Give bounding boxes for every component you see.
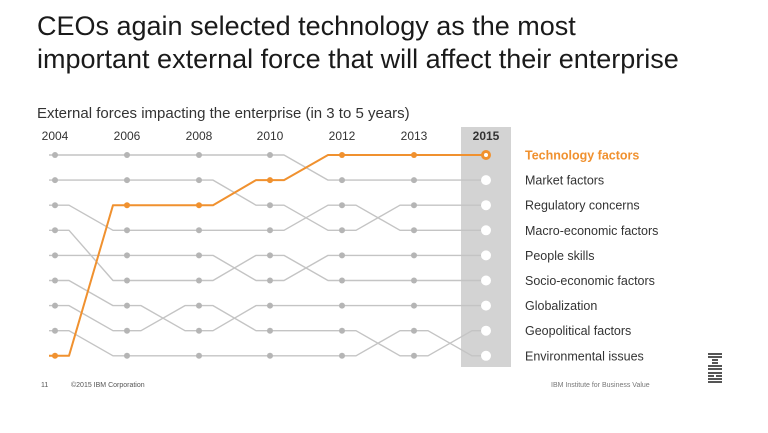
series-point: [339, 227, 345, 234]
series-point: [196, 227, 202, 234]
series-point: [339, 252, 345, 259]
chart-subtitle: External forces impacting the enterprise…: [37, 105, 410, 122]
series-point: [267, 327, 273, 334]
series-line: [49, 254, 486, 282]
series-point: [52, 252, 58, 259]
series-label: Geopolitical factors: [525, 324, 631, 338]
series-line: [49, 330, 486, 357]
year-label: 2006: [114, 129, 141, 143]
series-point: [267, 202, 273, 209]
series-point: [124, 177, 130, 184]
series-point: [196, 327, 202, 334]
year-label: 2004: [42, 129, 69, 143]
series-point: [411, 177, 417, 184]
series-point: [339, 327, 345, 334]
title-line-2: important external force that will affec…: [37, 44, 679, 74]
series-point: [124, 277, 130, 284]
page-title: CEOs again selected technology as the mo…: [37, 10, 679, 76]
series-label: Technology factors: [525, 149, 639, 163]
series-point: [124, 327, 130, 334]
series-label: People skills: [525, 249, 594, 263]
series-point: [267, 352, 273, 359]
series-point: [339, 202, 345, 209]
series-point: [124, 302, 130, 309]
series-line: [49, 204, 486, 231]
series-point: [480, 250, 491, 261]
series-point: [196, 252, 202, 259]
series-label: Environmental issues: [525, 349, 644, 363]
series-point: [52, 177, 58, 184]
series-point-center: [484, 153, 488, 157]
series-point: [196, 177, 202, 184]
series-label: Market factors: [525, 174, 604, 188]
series-point: [411, 352, 417, 359]
series-point: [52, 327, 58, 334]
series-point: [339, 177, 345, 184]
title-line-1: CEOs again selected technology as the mo…: [37, 11, 576, 41]
series-point: [411, 252, 417, 259]
series-point: [267, 277, 273, 284]
series-point: [411, 202, 417, 209]
series-point: [52, 152, 58, 158]
series-point: [52, 352, 58, 359]
series-point: [339, 352, 345, 359]
series-point: [196, 277, 202, 284]
series-point: [196, 302, 202, 309]
series-label: Macro-economic factors: [525, 224, 658, 238]
series-label: Socio-economic factors: [525, 274, 655, 288]
ibm-logo: [708, 353, 722, 383]
year-label: 2010: [257, 129, 284, 143]
series-point: [267, 152, 273, 158]
series-point: [411, 302, 417, 309]
series-point: [52, 227, 58, 234]
series-point: [411, 152, 417, 158]
series-point: [339, 302, 345, 309]
institute-text: IBM Institute for Business Value: [551, 382, 650, 389]
series-point: [411, 277, 417, 284]
year-label: 2013: [401, 129, 428, 143]
series-point: [124, 202, 130, 209]
series-point: [480, 225, 491, 236]
series-point: [339, 152, 345, 158]
series-point: [124, 352, 130, 359]
series-point: [52, 202, 58, 209]
series-point: [267, 252, 273, 259]
year-label: 2008: [186, 129, 213, 143]
series-point: [480, 275, 491, 286]
series-point: [480, 300, 491, 311]
series-point: [52, 277, 58, 284]
series-point: [196, 352, 202, 359]
series-point: [196, 152, 202, 158]
series-point: [411, 227, 417, 234]
series-point: [267, 177, 273, 184]
series-point: [196, 202, 202, 209]
series-point: [124, 252, 130, 259]
series-point: [480, 175, 491, 186]
series-point: [480, 350, 491, 361]
copyright-text: ©2015 IBM Corporation: [71, 382, 145, 389]
series-point: [339, 277, 345, 284]
series-point: [267, 227, 273, 234]
series-point: [480, 325, 491, 336]
series-label: Globalization: [525, 299, 597, 313]
series-line: [49, 154, 486, 181]
year-label: 2015: [473, 129, 500, 143]
series-point: [267, 302, 273, 309]
series-label: Regulatory concerns: [525, 199, 640, 213]
year-label: 2012: [329, 129, 356, 143]
series-point: [480, 200, 491, 211]
series-point: [124, 227, 130, 234]
series-point: [124, 152, 130, 158]
series-point: [52, 302, 58, 309]
page-number: 11: [41, 382, 49, 389]
series-point: [411, 327, 417, 334]
